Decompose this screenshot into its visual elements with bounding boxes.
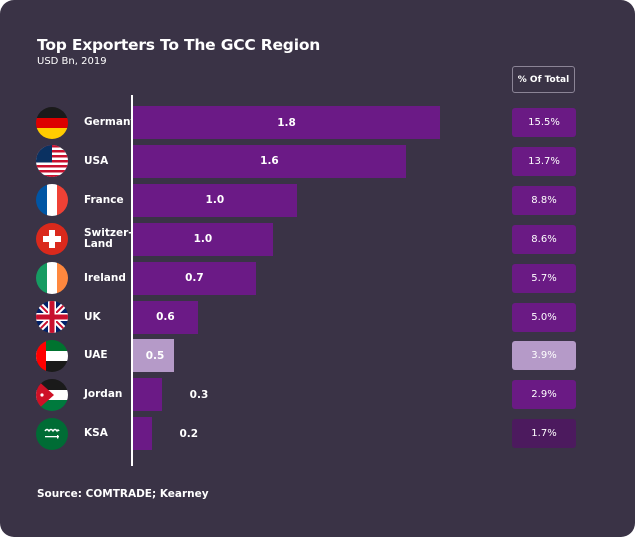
bar-ksa [133, 417, 152, 451]
france-flag-icon [36, 184, 68, 217]
country-label-line: UK [84, 310, 101, 323]
source-note: Source: COMTRADE; Kearney [37, 488, 209, 500]
value-label-switzer-land: 1.0 [193, 233, 213, 246]
jordan-flag-icon [36, 378, 68, 411]
value-label-france: 1.0 [205, 194, 225, 207]
chart-subtitle: USD Bn, 2019 [37, 56, 107, 67]
pct-of-total-germany: 15.5% [512, 108, 576, 137]
value-label-uk: 0.6 [156, 311, 175, 323]
bar-usa [133, 144, 406, 178]
country-label-line: Germany [84, 116, 138, 128]
bar-uk [133, 300, 198, 334]
country-label-germany: Germany [84, 117, 137, 128]
y-axis-line [131, 95, 133, 466]
value-label-germany: 1.8 [277, 116, 296, 129]
pct-of-total-france: 8.8% [512, 185, 576, 215]
pct-of-total-usa: 13.7% [512, 146, 576, 176]
uae-flag-icon [36, 339, 68, 372]
pct-of-total-switzer-land: 8.6% [512, 224, 576, 254]
value-label-jordan: 0.3 [189, 388, 209, 401]
country-label-uk: UK [84, 310, 101, 323]
ksa-flag-icon [36, 417, 68, 450]
usa-flag-icon [36, 145, 68, 178]
country-label-line: Land [84, 238, 113, 251]
bar-switzer-land [133, 222, 273, 256]
pct-of-total-ksa: 1.7% [512, 419, 576, 449]
value-label-ksa: 0.2 [179, 427, 199, 440]
bar-uae [133, 339, 174, 373]
country-label-line: Jordan [84, 388, 123, 401]
country-label-line: Ireland [84, 271, 126, 284]
country-label-line: France [84, 193, 124, 206]
pct-of-total-ireland: 5.7% [512, 263, 576, 293]
country-label-france: France [84, 193, 124, 206]
country-label-switzer-land: Switzer- Land [84, 228, 133, 250]
value-label-ireland: 0.7 [185, 272, 204, 285]
country-label-ksa: KSA [84, 428, 108, 439]
uk-flag-icon [36, 301, 68, 333]
ireland-flag-icon [36, 262, 68, 295]
country-label-line: KSA [84, 427, 108, 440]
country-label-jordan: Jordan [84, 389, 122, 400]
value-label-usa: 1.6 [260, 155, 279, 168]
bar-jordan [133, 378, 162, 412]
bar-ireland [133, 261, 256, 295]
country-label-line: UAE [84, 349, 108, 362]
country-label-uae: UAE [84, 350, 108, 361]
chart-title: Top Exporters To The GCC Region [37, 36, 321, 54]
pct-of-total-header: % Of Total [512, 66, 575, 93]
germany-flag-icon [36, 106, 68, 139]
bar-germany [133, 106, 440, 139]
value-label-uae: 0.5 [145, 349, 165, 362]
bar-france [133, 183, 297, 217]
pct-of-total-uk: 5.0% [512, 302, 576, 332]
pct-of-total-jordan: 2.9% [512, 380, 576, 410]
country-label-line: Switzer- [84, 227, 133, 240]
pct-of-total-uae: 3.9% [512, 341, 576, 371]
switzerland-flag-icon [36, 223, 68, 256]
country-label-usa: USA [84, 154, 109, 167]
country-label-ireland: Ireland [84, 271, 126, 284]
country-label-line: USA [84, 154, 109, 167]
